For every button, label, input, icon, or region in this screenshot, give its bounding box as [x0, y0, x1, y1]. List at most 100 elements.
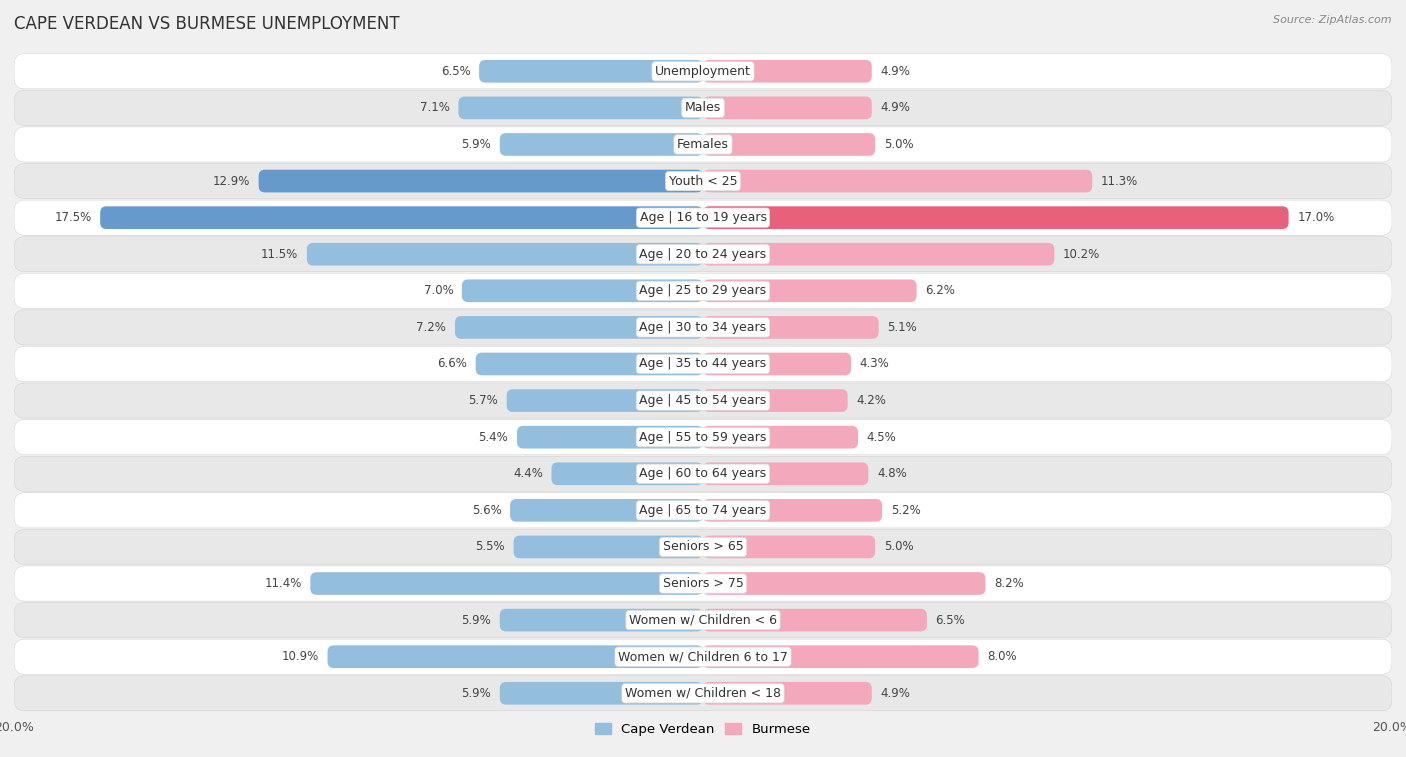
FancyBboxPatch shape	[703, 353, 851, 375]
FancyBboxPatch shape	[14, 127, 1392, 162]
Text: 5.0%: 5.0%	[884, 138, 914, 151]
Text: 7.2%: 7.2%	[416, 321, 446, 334]
Text: 5.2%: 5.2%	[891, 504, 921, 517]
FancyBboxPatch shape	[461, 279, 703, 302]
FancyBboxPatch shape	[703, 499, 882, 522]
Text: 5.4%: 5.4%	[478, 431, 509, 444]
FancyBboxPatch shape	[311, 572, 703, 595]
FancyBboxPatch shape	[703, 170, 1092, 192]
Text: Age | 55 to 59 years: Age | 55 to 59 years	[640, 431, 766, 444]
FancyBboxPatch shape	[703, 243, 1054, 266]
Text: 12.9%: 12.9%	[212, 175, 250, 188]
FancyBboxPatch shape	[14, 310, 1392, 345]
FancyBboxPatch shape	[14, 237, 1392, 272]
FancyBboxPatch shape	[456, 316, 703, 338]
Text: 4.2%: 4.2%	[856, 394, 886, 407]
Text: Age | 45 to 54 years: Age | 45 to 54 years	[640, 394, 766, 407]
FancyBboxPatch shape	[499, 682, 703, 705]
FancyBboxPatch shape	[14, 54, 1392, 89]
FancyBboxPatch shape	[14, 419, 1392, 455]
FancyBboxPatch shape	[506, 389, 703, 412]
Text: 5.9%: 5.9%	[461, 687, 491, 699]
FancyBboxPatch shape	[14, 273, 1392, 308]
FancyBboxPatch shape	[703, 316, 879, 338]
FancyBboxPatch shape	[499, 609, 703, 631]
FancyBboxPatch shape	[14, 529, 1392, 565]
Text: Age | 30 to 34 years: Age | 30 to 34 years	[640, 321, 766, 334]
Text: 5.7%: 5.7%	[468, 394, 498, 407]
FancyBboxPatch shape	[475, 353, 703, 375]
Text: Age | 16 to 19 years: Age | 16 to 19 years	[640, 211, 766, 224]
FancyBboxPatch shape	[703, 536, 875, 558]
Text: Age | 20 to 24 years: Age | 20 to 24 years	[640, 248, 766, 260]
FancyBboxPatch shape	[14, 383, 1392, 418]
Text: Age | 35 to 44 years: Age | 35 to 44 years	[640, 357, 766, 370]
Text: Youth < 25: Youth < 25	[669, 175, 737, 188]
FancyBboxPatch shape	[551, 463, 703, 485]
Text: 11.5%: 11.5%	[262, 248, 298, 260]
Text: Women w/ Children < 6: Women w/ Children < 6	[628, 614, 778, 627]
Text: 5.9%: 5.9%	[461, 614, 491, 627]
FancyBboxPatch shape	[703, 389, 848, 412]
FancyBboxPatch shape	[703, 60, 872, 83]
Text: 4.8%: 4.8%	[877, 467, 907, 480]
FancyBboxPatch shape	[458, 97, 703, 119]
Text: 4.4%: 4.4%	[513, 467, 543, 480]
Text: CAPE VERDEAN VS BURMESE UNEMPLOYMENT: CAPE VERDEAN VS BURMESE UNEMPLOYMENT	[14, 15, 399, 33]
FancyBboxPatch shape	[703, 463, 869, 485]
FancyBboxPatch shape	[14, 493, 1392, 528]
Text: 17.0%: 17.0%	[1298, 211, 1334, 224]
Text: 5.1%: 5.1%	[887, 321, 917, 334]
FancyBboxPatch shape	[703, 279, 917, 302]
Text: 8.2%: 8.2%	[994, 577, 1024, 590]
FancyBboxPatch shape	[259, 170, 703, 192]
Text: 8.0%: 8.0%	[987, 650, 1017, 663]
FancyBboxPatch shape	[479, 60, 703, 83]
FancyBboxPatch shape	[14, 164, 1392, 198]
Text: Women w/ Children < 18: Women w/ Children < 18	[626, 687, 780, 699]
FancyBboxPatch shape	[499, 133, 703, 156]
FancyBboxPatch shape	[328, 646, 703, 668]
Text: Women w/ Children 6 to 17: Women w/ Children 6 to 17	[619, 650, 787, 663]
FancyBboxPatch shape	[703, 682, 872, 705]
Text: 4.9%: 4.9%	[880, 65, 910, 78]
FancyBboxPatch shape	[513, 536, 703, 558]
Text: 5.0%: 5.0%	[884, 540, 914, 553]
Text: 4.9%: 4.9%	[880, 687, 910, 699]
Text: Age | 25 to 29 years: Age | 25 to 29 years	[640, 285, 766, 298]
Text: 5.5%: 5.5%	[475, 540, 505, 553]
Legend: Cape Verdean, Burmese: Cape Verdean, Burmese	[589, 718, 817, 741]
Text: 6.6%: 6.6%	[437, 357, 467, 370]
Text: 5.9%: 5.9%	[461, 138, 491, 151]
Text: 5.6%: 5.6%	[472, 504, 502, 517]
FancyBboxPatch shape	[14, 200, 1392, 235]
Text: Age | 65 to 74 years: Age | 65 to 74 years	[640, 504, 766, 517]
Text: 10.9%: 10.9%	[281, 650, 319, 663]
FancyBboxPatch shape	[510, 499, 703, 522]
FancyBboxPatch shape	[703, 426, 858, 448]
FancyBboxPatch shape	[14, 639, 1392, 674]
FancyBboxPatch shape	[703, 572, 986, 595]
FancyBboxPatch shape	[14, 676, 1392, 711]
Text: 4.3%: 4.3%	[859, 357, 890, 370]
Text: Males: Males	[685, 101, 721, 114]
Text: 10.2%: 10.2%	[1063, 248, 1101, 260]
Text: 6.2%: 6.2%	[925, 285, 955, 298]
Text: Seniors > 65: Seniors > 65	[662, 540, 744, 553]
FancyBboxPatch shape	[703, 97, 872, 119]
FancyBboxPatch shape	[100, 207, 703, 229]
Text: Source: ZipAtlas.com: Source: ZipAtlas.com	[1274, 15, 1392, 25]
Text: 4.5%: 4.5%	[866, 431, 897, 444]
Text: 11.4%: 11.4%	[264, 577, 302, 590]
FancyBboxPatch shape	[14, 90, 1392, 126]
FancyBboxPatch shape	[14, 566, 1392, 601]
FancyBboxPatch shape	[703, 609, 927, 631]
Text: 17.5%: 17.5%	[55, 211, 91, 224]
Text: Seniors > 75: Seniors > 75	[662, 577, 744, 590]
FancyBboxPatch shape	[703, 646, 979, 668]
FancyBboxPatch shape	[14, 347, 1392, 382]
FancyBboxPatch shape	[14, 456, 1392, 491]
Text: 7.1%: 7.1%	[420, 101, 450, 114]
FancyBboxPatch shape	[307, 243, 703, 266]
Text: 11.3%: 11.3%	[1101, 175, 1137, 188]
